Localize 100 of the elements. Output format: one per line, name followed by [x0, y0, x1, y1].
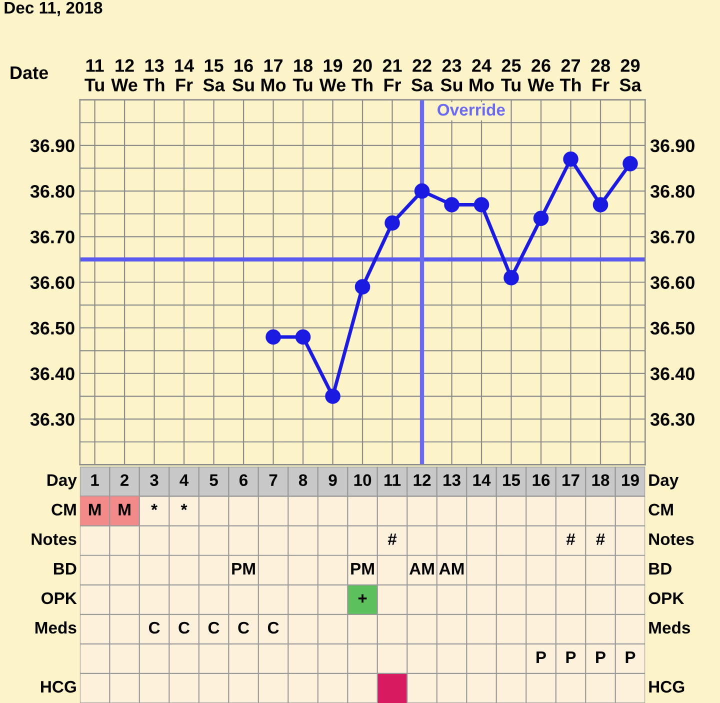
- text: PM: [232, 562, 255, 574]
- y2-tick-label: 36.90: [650, 139, 694, 152]
- x-tick-label: 29 Sa: [620, 59, 642, 92]
- x-tick-label: 9: [328, 474, 337, 486]
- text: P: [596, 652, 606, 664]
- x-tick-label: 25 Tu: [501, 59, 521, 92]
- x-tick-label: 22 Sa: [411, 59, 434, 92]
- text: M: [88, 504, 101, 516]
- text: C: [268, 622, 279, 634]
- x-tick-label: 15 Sa: [203, 59, 225, 92]
- y-tick-label: 36.30: [30, 413, 74, 426]
- y-tick-label: 36.50: [30, 322, 74, 335]
- x-tick-label: 4: [180, 474, 189, 486]
- y-tick-label: Notes: [32, 533, 76, 546]
- x-tick-label: 19: [622, 474, 639, 486]
- point: [563, 151, 578, 167]
- y2-tick-label: 36.80: [650, 184, 694, 198]
- x-tick-label: 17 Mo: [261, 59, 286, 92]
- text: C: [148, 622, 160, 634]
- y2-tick-label: HCG: [649, 680, 684, 693]
- x-tick-label: 16 Su: [232, 59, 254, 92]
- point: [295, 329, 311, 345]
- text: C: [238, 622, 250, 634]
- text: C: [178, 622, 190, 634]
- x-tick-label: 27 Th: [560, 59, 581, 92]
- x-tick-label: 28 Fr: [591, 59, 610, 92]
- y2-tick-label: 36.30: [650, 413, 694, 426]
- y2-tick-label: BD: [649, 562, 672, 574]
- y-tick-label: 36.70: [30, 230, 74, 244]
- text: *: [180, 504, 188, 510]
- x-tick-label: 3: [150, 474, 158, 486]
- text: #: [388, 534, 397, 545]
- x-tick-label: 18 Tu: [292, 59, 313, 92]
- x-tick-label: 18: [592, 474, 610, 486]
- text: *: [151, 504, 158, 510]
- text: P: [566, 652, 576, 664]
- x-tick-label: 17: [562, 474, 580, 486]
- x-tick-label: 11 Tu: [84, 59, 104, 92]
- x-tick-label: 15: [503, 474, 520, 486]
- x-tick-label: 16: [532, 474, 550, 486]
- x-axis-title: Day: [47, 474, 77, 490]
- point: [504, 270, 519, 286]
- text: P: [626, 652, 636, 664]
- y2-tick-label: Meds: [649, 621, 690, 634]
- text: #: [566, 534, 576, 545]
- x-tick-label: 21 Fr: [382, 59, 402, 92]
- x-tick-label: 7: [269, 474, 278, 486]
- x-tick-label: 23 Su: [440, 59, 462, 92]
- text: #: [596, 534, 605, 545]
- x-tick-label: 10: [354, 474, 372, 486]
- y-tick-label: 36.60: [30, 276, 74, 289]
- point: [474, 197, 490, 212]
- x-tick-label: 20 Th: [352, 59, 372, 92]
- point: [354, 279, 370, 294]
- x-tick-label: 2: [120, 474, 129, 486]
- point: [325, 388, 340, 404]
- x-tick-label: 14 Fr: [175, 59, 194, 92]
- x-tick-label: 11: [384, 474, 401, 486]
- x-tick-label: 12 We: [111, 59, 138, 92]
- point: [384, 215, 400, 231]
- y2-tick-label: OPK: [648, 592, 684, 604]
- point: [533, 210, 549, 226]
- point: [414, 183, 430, 199]
- chart-title: Dec 11, 2018: [4, 2, 102, 16]
- y2-tick-label: 36.60: [650, 276, 694, 289]
- y2-tick-label: CM: [648, 504, 673, 516]
- x-tick-label: 26 We: [528, 59, 554, 92]
- y-tick-label: 36.40: [30, 367, 74, 380]
- y-tick-label: 36.80: [30, 184, 74, 198]
- y-tick-label: CM: [52, 504, 76, 516]
- text: M: [118, 504, 130, 516]
- y-tick-label: OPK: [42, 592, 77, 604]
- text: C: [208, 622, 220, 634]
- x-tick-label: 14: [473, 474, 491, 486]
- x-tick-label: 12: [414, 474, 431, 486]
- x-axis-title: Date: [10, 66, 48, 80]
- x-tick-label: 19 We: [319, 59, 346, 92]
- text: +: [358, 594, 367, 603]
- point: [592, 197, 608, 212]
- text: AM: [409, 562, 434, 574]
- y2-tick-label: 36.40: [650, 367, 694, 380]
- y-tick-label: Meds: [35, 621, 76, 634]
- point: [622, 156, 638, 172]
- point: [444, 197, 460, 212]
- x-tick-label: 6: [240, 474, 248, 486]
- x-tick-label: 13: [444, 474, 460, 486]
- y2-tick-label: 36.50: [650, 322, 694, 335]
- y2-tick-label: 36.70: [650, 230, 694, 244]
- point: [266, 329, 281, 345]
- x-tick-label: 13 Th: [143, 59, 164, 92]
- text: Day: [649, 474, 679, 490]
- x-tick-label: 5: [210, 474, 218, 486]
- y-tick-label: BD: [54, 562, 76, 574]
- x-tick-label: 24 Mo: [470, 59, 494, 92]
- ref-line-label: Override: [438, 103, 505, 116]
- text: P: [536, 652, 546, 664]
- y-tick-label: HCG: [41, 680, 76, 693]
- x-tick-label: 1: [91, 474, 99, 486]
- y2-tick-label: Notes: [649, 533, 694, 546]
- y-tick-label: 36.90: [30, 139, 74, 152]
